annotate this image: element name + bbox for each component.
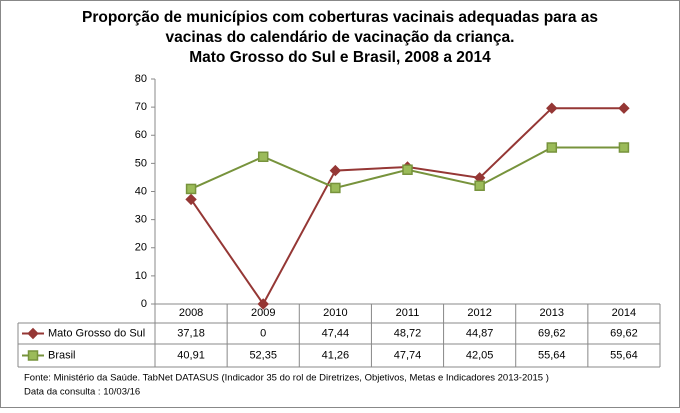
data-label: 69,62 [610, 327, 638, 339]
y-tick-label: 50 [135, 157, 147, 169]
x-tick-label: 2013 [540, 307, 564, 319]
data-label: 44,87 [466, 327, 494, 339]
y-tick-label: 40 [135, 185, 147, 197]
data-label: 52,35 [249, 349, 277, 361]
legend-marker [27, 327, 39, 340]
legend-label: Mato Grosso do Sul [48, 327, 145, 339]
data-label: 69,62 [538, 327, 566, 339]
point [329, 164, 342, 177]
point [546, 142, 558, 153]
y-tick-label: 80 [135, 73, 147, 85]
x-tick-label: 2009 [251, 307, 275, 319]
x-tick-label: 2014 [612, 307, 636, 319]
data-label: 40,91 [177, 349, 205, 361]
legend-marker [27, 350, 39, 361]
data-label: 55,64 [538, 349, 566, 361]
legend-label: Brasil [48, 349, 76, 361]
x-tick-label: 2008 [179, 307, 203, 319]
y-tick-label: 70 [135, 101, 147, 113]
point [474, 180, 485, 191]
point [257, 151, 269, 163]
y-tick-label: 60 [135, 129, 147, 141]
point [402, 164, 413, 175]
note: Fonte: Ministério da Saúde. TabNet DATAS… [24, 373, 549, 384]
x-tick-label: 2012 [467, 307, 491, 319]
data-label: 55,64 [610, 349, 638, 361]
data-label: 47,74 [394, 349, 422, 361]
note: Data da consulta : 10/03/16 [24, 387, 140, 398]
data-label: 37,18 [177, 327, 205, 339]
chart-title: Mato Grosso do Sul e Brasil, 2008 a 2014 [189, 49, 491, 66]
data-label: 41,26 [322, 349, 350, 361]
point [257, 298, 269, 310]
y-tick-label: 20 [135, 242, 147, 254]
data-label: 0 [260, 327, 266, 339]
point [618, 142, 630, 153]
x-tick-label: 2011 [396, 307, 420, 319]
chart-title: vacinas do calendário de vacinação da cr… [166, 29, 515, 46]
data-label: 42,05 [466, 349, 494, 361]
point [185, 193, 197, 206]
point [185, 183, 197, 195]
y-tick-label: 10 [135, 270, 147, 282]
point [618, 102, 630, 114]
x-tick-label: 2010 [323, 307, 347, 319]
point [330, 182, 341, 194]
data-label: 47,44 [322, 327, 350, 339]
point [546, 102, 558, 114]
data-label: 48,72 [394, 327, 422, 339]
y-tick-label: 30 [135, 214, 147, 226]
chart-title: Proporção de municípios com coberturas v… [82, 9, 598, 26]
y-tick-label: 0 [141, 298, 147, 310]
